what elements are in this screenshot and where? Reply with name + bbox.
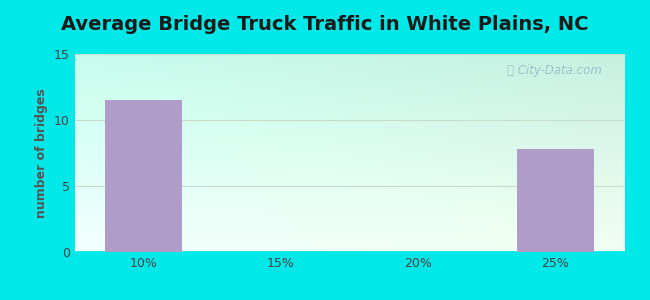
Bar (105, 100, 182, 252)
Y-axis label: number of bridges: number of bridges (36, 88, 49, 218)
Text: ⓘ City-Data.com: ⓘ City-Data.com (507, 64, 602, 77)
Text: Average Bridge Truck Traffic in White Plains, NC: Average Bridge Truck Traffic in White Pl… (61, 15, 589, 34)
Bar (517, 149, 594, 252)
